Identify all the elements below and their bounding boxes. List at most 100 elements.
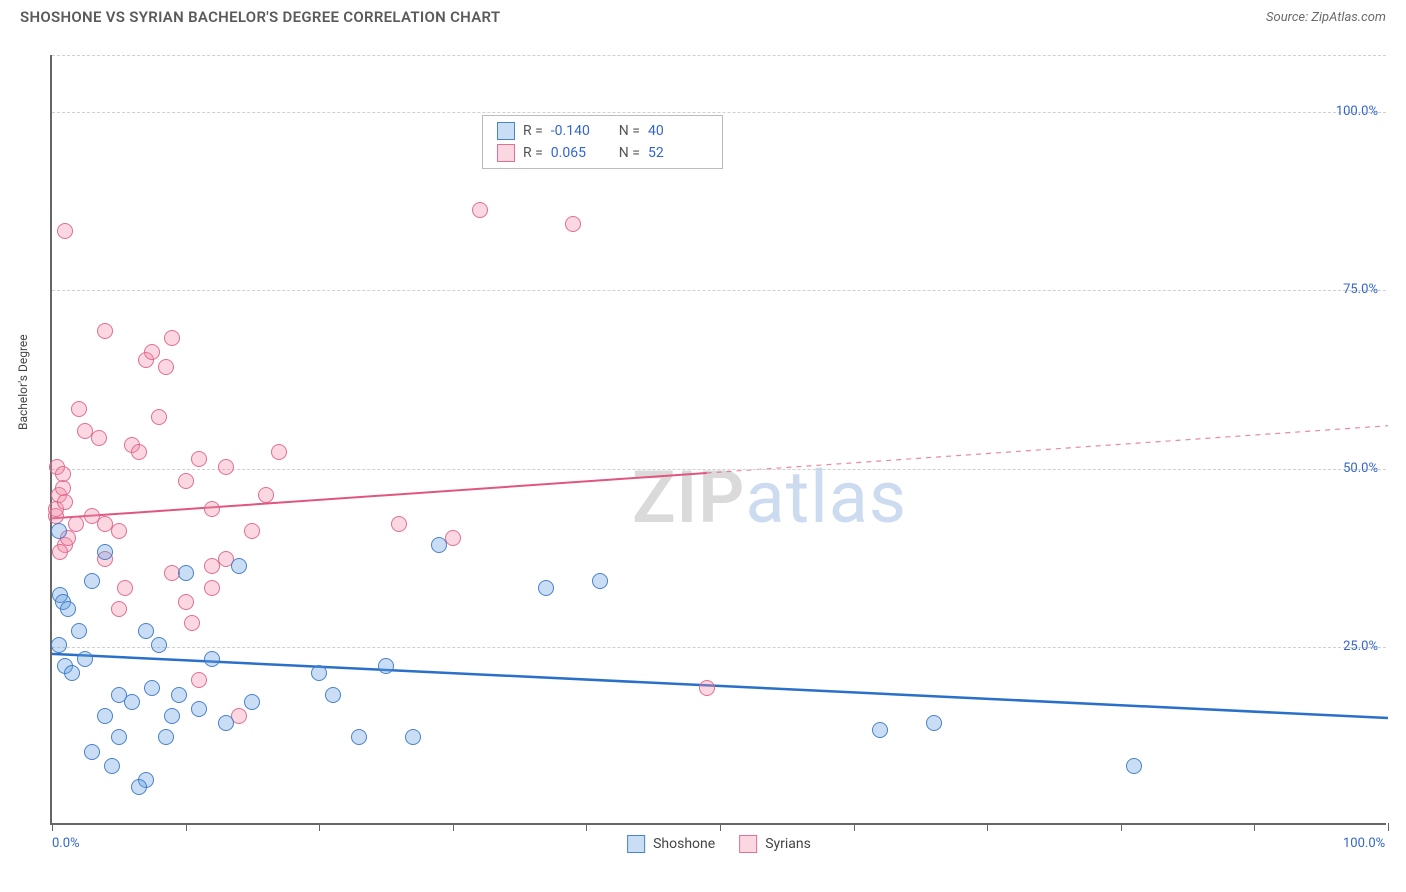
series-legend-item: Syrians bbox=[739, 835, 811, 853]
source-attribution: Source: ZipAtlas.com bbox=[1266, 10, 1386, 25]
scatter-point-shoshone bbox=[97, 544, 113, 560]
scatter-point-syrians bbox=[97, 323, 113, 339]
scatter-point-shoshone bbox=[51, 637, 67, 653]
scatter-point-shoshone bbox=[538, 580, 554, 596]
scatter-point-syrians bbox=[144, 344, 160, 360]
scatter-point-syrians bbox=[57, 494, 73, 510]
scatter-point-syrians bbox=[52, 544, 68, 560]
scatter-point-shoshone bbox=[351, 729, 367, 745]
x-tick bbox=[453, 823, 454, 831]
legend-label: Shoshone bbox=[653, 836, 715, 852]
x-tick bbox=[1254, 823, 1255, 831]
scatter-point-syrians bbox=[111, 601, 127, 617]
y-tick-label: 25.0% bbox=[1343, 639, 1378, 654]
n-value: 40 bbox=[648, 123, 708, 139]
scatter-point-syrians bbox=[565, 216, 581, 232]
r-value: 0.065 bbox=[551, 145, 611, 161]
y-tick-label: 75.0% bbox=[1343, 282, 1378, 297]
n-label: N = bbox=[619, 145, 640, 161]
scatter-point-shoshone bbox=[97, 708, 113, 724]
scatter-point-shoshone bbox=[151, 637, 167, 653]
scatter-point-shoshone bbox=[158, 729, 174, 745]
legend-swatch bbox=[497, 122, 515, 140]
scatter-point-shoshone bbox=[77, 651, 93, 667]
scatter-point-syrians bbox=[55, 466, 71, 482]
header: SHOSHONE VS SYRIAN BACHELOR'S DEGREE COR… bbox=[0, 0, 1406, 32]
correlation-legend-row: R = 0.065 N = 52 bbox=[497, 144, 708, 162]
scatter-point-shoshone bbox=[144, 680, 160, 696]
x-tick-label: 100.0% bbox=[1343, 836, 1385, 851]
scatter-point-shoshone bbox=[431, 537, 447, 553]
scatter-point-shoshone bbox=[171, 687, 187, 703]
chart-plot-area: ZIPatlas R = -0.140 N = 40 R = 0.065 N =… bbox=[50, 55, 1386, 825]
r-label: R = bbox=[523, 145, 543, 161]
gridline bbox=[52, 290, 1386, 291]
scatter-point-syrians bbox=[191, 672, 207, 688]
scatter-point-shoshone bbox=[592, 573, 608, 589]
scatter-point-syrians bbox=[71, 401, 87, 417]
scatter-point-shoshone bbox=[111, 729, 127, 745]
scatter-point-syrians bbox=[244, 523, 260, 539]
x-tick bbox=[720, 823, 721, 831]
scatter-point-shoshone bbox=[191, 701, 207, 717]
scatter-point-shoshone bbox=[131, 779, 147, 795]
scatter-point-syrians bbox=[178, 473, 194, 489]
scatter-point-syrians bbox=[184, 615, 200, 631]
scatter-point-shoshone bbox=[378, 658, 394, 674]
x-tick bbox=[1121, 823, 1122, 831]
scatter-point-syrians bbox=[271, 444, 287, 460]
x-tick bbox=[854, 823, 855, 831]
scatter-point-shoshone bbox=[51, 523, 67, 539]
scatter-point-shoshone bbox=[178, 565, 194, 581]
scatter-point-syrians bbox=[204, 501, 220, 517]
trend-line-syrians-extrapolated bbox=[707, 426, 1388, 473]
scatter-point-syrians bbox=[57, 223, 73, 239]
scatter-point-shoshone bbox=[124, 694, 140, 710]
scatter-point-shoshone bbox=[84, 573, 100, 589]
scatter-point-shoshone bbox=[164, 708, 180, 724]
scatter-point-syrians bbox=[131, 444, 147, 460]
x-tick bbox=[319, 823, 320, 831]
scatter-point-shoshone bbox=[1126, 758, 1142, 774]
scatter-point-syrians bbox=[91, 430, 107, 446]
x-tick bbox=[1388, 823, 1389, 831]
legend-label: Syrians bbox=[765, 836, 811, 852]
scatter-point-syrians bbox=[111, 523, 127, 539]
legend-swatch bbox=[627, 835, 645, 853]
legend-swatch bbox=[739, 835, 757, 853]
legend-swatch bbox=[497, 144, 515, 162]
scatter-point-shoshone bbox=[872, 722, 888, 738]
scatter-point-shoshone bbox=[204, 651, 220, 667]
gridline bbox=[52, 647, 1386, 648]
y-tick-label: 50.0% bbox=[1343, 461, 1378, 476]
scatter-point-syrians bbox=[258, 487, 274, 503]
y-axis-title: Bachelor's Degree bbox=[16, 334, 30, 430]
scatter-point-shoshone bbox=[60, 601, 76, 617]
x-tick bbox=[186, 823, 187, 831]
scatter-point-syrians bbox=[472, 202, 488, 218]
scatter-point-shoshone bbox=[218, 715, 234, 731]
n-label: N = bbox=[619, 123, 640, 139]
scatter-point-syrians bbox=[164, 330, 180, 346]
gridline bbox=[52, 112, 1386, 113]
r-label: R = bbox=[523, 123, 543, 139]
scatter-point-shoshone bbox=[231, 558, 247, 574]
scatter-point-shoshone bbox=[325, 687, 341, 703]
scatter-point-syrians bbox=[204, 580, 220, 596]
scatter-point-shoshone bbox=[84, 744, 100, 760]
scatter-point-syrians bbox=[699, 680, 715, 696]
scatter-point-syrians bbox=[117, 580, 133, 596]
series-legend-item: Shoshone bbox=[627, 835, 715, 853]
n-value: 52 bbox=[648, 145, 708, 161]
series-legend: Shoshone Syrians bbox=[627, 835, 811, 853]
scatter-point-syrians bbox=[68, 516, 84, 532]
y-tick-label: 100.0% bbox=[1336, 104, 1378, 119]
gridline bbox=[52, 469, 1386, 470]
scatter-point-shoshone bbox=[104, 758, 120, 774]
scatter-point-syrians bbox=[158, 359, 174, 375]
scatter-point-shoshone bbox=[926, 715, 942, 731]
scatter-point-syrians bbox=[218, 459, 234, 475]
gridline bbox=[52, 55, 1386, 56]
scatter-point-shoshone bbox=[71, 623, 87, 639]
scatter-point-syrians bbox=[178, 594, 194, 610]
